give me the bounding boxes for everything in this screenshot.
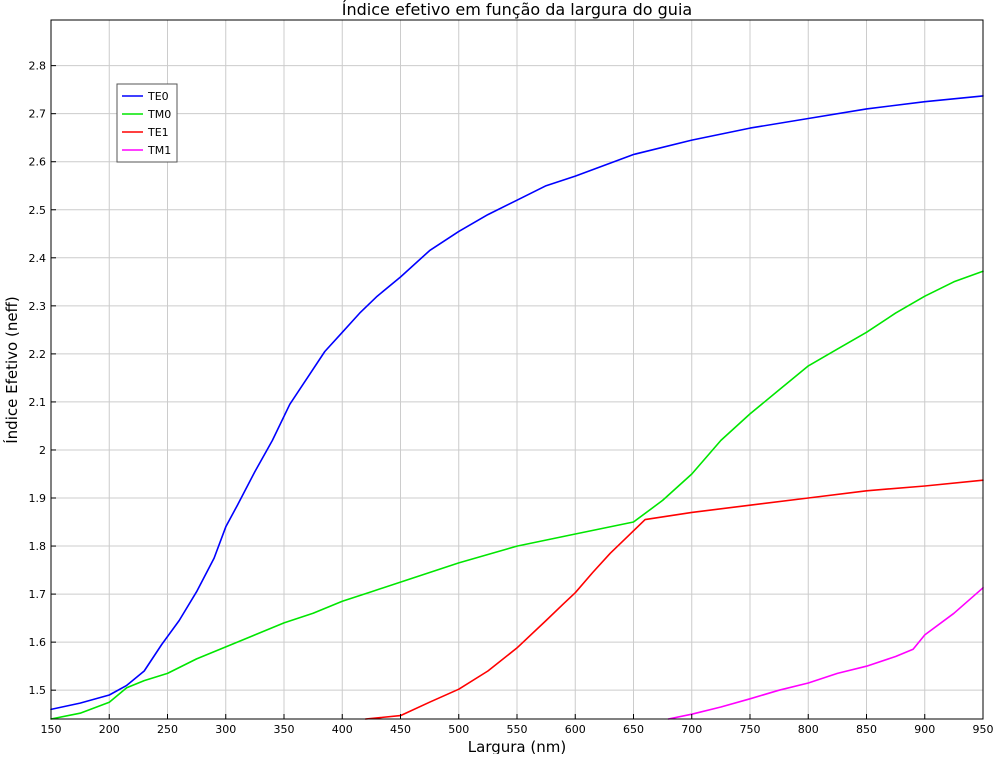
y-tick-label: 2.4 [29,252,47,265]
x-tick-label: 400 [332,723,353,736]
x-tick-label: 300 [215,723,236,736]
x-tick-label: 950 [973,723,994,736]
y-tick-label: 1.5 [29,684,47,697]
y-axis-label: Índice Efetivo (neff) [2,296,21,444]
x-tick-label: 500 [448,723,469,736]
series-group [50,95,984,720]
x-axis-label: Largura (nm) [468,738,566,754]
legend-label-te0: TE0 [147,90,169,103]
y-tick-label: 1.9 [29,492,47,505]
y-tick-label: 2.5 [29,204,47,217]
y-tick-label: 2.3 [29,300,47,313]
x-tick-label: 750 [740,723,761,736]
x-tick-label: 150 [41,723,62,736]
legend-label-te1: TE1 [147,126,169,139]
y-tick-label: 2.6 [29,156,47,169]
x-tick-label: 450 [390,723,411,736]
y-tick-label: 1.8 [29,540,47,553]
x-tick-label: 900 [914,723,935,736]
y-tick-label: 1.7 [29,588,47,601]
y-tick-label: 2 [39,444,46,457]
x-tick-label: 350 [274,723,295,736]
x-tick-label: 700 [681,723,702,736]
y-tick-label: 2.8 [29,60,47,73]
series-line-te0 [50,95,984,711]
series-line-tm1 [667,587,984,720]
x-tick-label: 600 [565,723,586,736]
legend-box [116,83,178,163]
chart-title: Índice efetivo em função da largura do g… [342,0,692,19]
legend-label-tm1: TM1 [147,144,171,157]
y-axis-ticks: 1.5 1.6 1.7 1.8 1.9 2 2.1 2.2 2.3 2.4 2.5 2.6 2.7 2.8 [29,60,56,697]
x-tick-label: 250 [157,723,178,736]
x-axis-ticks: 150 200 250 300 350 400 450 500 550 600 650 700 750 8… [41,714,994,736]
y-tick-label: 1.6 [29,636,47,649]
x-tick-label: 850 [856,723,877,736]
y-tick-label: 2.7 [29,108,47,121]
x-tick-label: 550 [507,723,528,736]
x-tick-label: 800 [798,723,819,736]
y-tick-label: 2.2 [29,348,47,361]
legend-label-tm0: TM0 [147,108,171,121]
x-tick-label: 650 [623,723,644,736]
y-tick-label: 2.1 [29,396,47,409]
legend: TE0 TM0 TE1 TM1 [116,83,178,163]
series-line-tm0 [50,270,984,720]
series-line-te1 [364,479,984,720]
x-tick-label: 200 [99,723,120,736]
